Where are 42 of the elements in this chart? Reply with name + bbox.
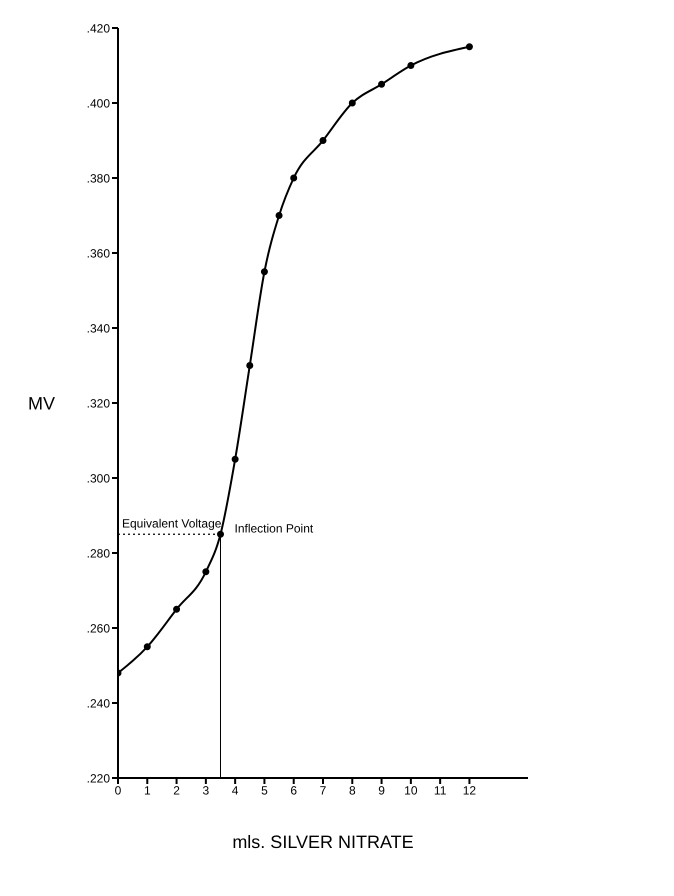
y-tick-label: .400 [86, 96, 110, 110]
point [260, 268, 268, 276]
point [320, 137, 326, 144]
x-tick-label: 10 [404, 784, 418, 798]
y-axis-title: MV [28, 393, 55, 414]
point [173, 606, 180, 613]
point [290, 174, 298, 182]
y-tick-label: .240 [86, 696, 110, 710]
x-tick-label: 5 [261, 784, 268, 798]
point [378, 80, 386, 88]
point [144, 643, 151, 650]
y-tick-label: .260 [86, 621, 110, 636]
point [246, 362, 254, 369]
y-tick-label: .340 [86, 321, 110, 336]
y-tick-label: .360 [86, 246, 110, 260]
x-tick-label: 2 [173, 784, 180, 798]
x-tick-label: 0 [114, 784, 122, 798]
point [217, 530, 224, 538]
y-tick-label: .280 [86, 546, 110, 560]
ref-line-label: Inflection Point [234, 521, 314, 536]
x-tick-label: 11 [434, 784, 447, 798]
y-tick-label: .320 [86, 396, 110, 410]
x-tick-label: 4 [232, 784, 239, 798]
y-tick-label: .300 [86, 471, 110, 486]
x-tick-label: 8 [348, 784, 356, 798]
point [466, 43, 473, 50]
ref-line-label: Equivalent Voltage [122, 516, 222, 530]
point [348, 100, 356, 106]
point [276, 212, 283, 219]
x-tick-label: 12 [462, 784, 476, 798]
x-tick-label: 1 [144, 784, 151, 798]
y-tick-label: .220 [86, 771, 110, 786]
x-tick-label: 9 [378, 784, 386, 798]
y-tick-label: .380 [86, 171, 110, 186]
point [232, 456, 239, 463]
x-axis-title: mls. SILVER NITRATE [232, 832, 414, 852]
x-tick-label: 6 [290, 784, 298, 798]
x-tick-label: 7 [320, 784, 327, 798]
x-tick-label: 3 [202, 784, 210, 798]
point [407, 62, 414, 69]
point [202, 568, 210, 576]
y-tick-label: .420 [86, 21, 110, 36]
